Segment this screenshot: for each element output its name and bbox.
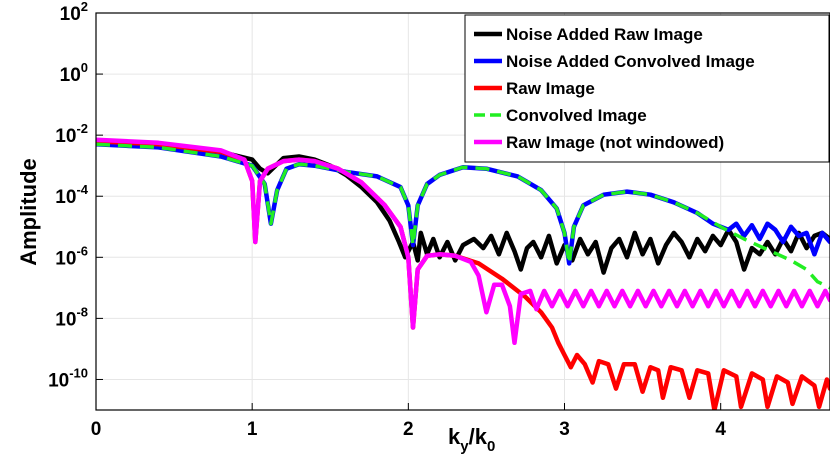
y-ticks: 102 100 10-2 10-4 10-6 10-8 10-10 <box>48 0 103 391</box>
legend-box <box>464 14 830 163</box>
x-tick-label: 3 <box>559 419 570 440</box>
series-layer <box>96 137 830 410</box>
series-line-1 <box>96 139 830 275</box>
legend-label: Raw Image (not windowed) <box>506 133 724 152</box>
y-tick-label: 10-10 <box>48 365 88 391</box>
y-tick-label: 102 <box>60 0 88 25</box>
legend: Noise Added Raw Image Noise Added Convolv… <box>464 14 830 163</box>
legend-label: Noise Added Convolved Image <box>506 52 755 71</box>
series-line-3 <box>96 139 830 410</box>
legend-label: Noise Added Raw Image <box>506 25 703 44</box>
y-tick-label: 10-6 <box>55 243 88 269</box>
x-tick-label: 0 <box>91 419 102 440</box>
y-tick-label: 10-8 <box>55 304 88 330</box>
x-axis-label: ky/k0 <box>448 424 495 455</box>
y-tick-label: 100 <box>60 60 88 86</box>
legend-label: Raw Image <box>506 79 595 98</box>
x-ticks: 0 1 2 3 4 <box>91 403 726 440</box>
series-line-4 <box>96 142 830 290</box>
series-line-5 <box>96 137 830 346</box>
x-tick-label: 2 <box>403 419 414 440</box>
y-axis-label: Amplitude <box>16 158 41 266</box>
x-tick-label: 1 <box>247 419 258 440</box>
x-tick-label: 4 <box>715 419 726 440</box>
legend-label: Convolved Image <box>506 106 647 125</box>
plot-frame <box>95 12 830 411</box>
y-tick-label: 10-2 <box>55 121 88 147</box>
y-tick-label: 10-4 <box>55 182 88 208</box>
